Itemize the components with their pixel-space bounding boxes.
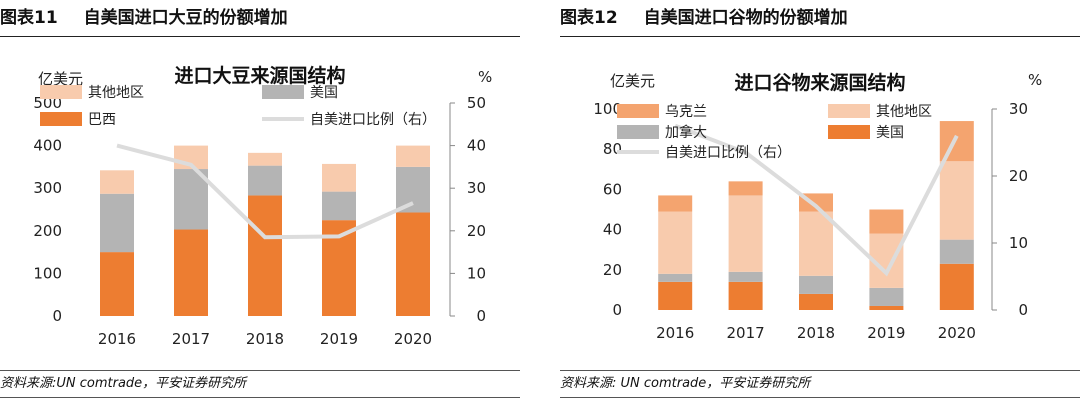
figure-title-bar: 图表11 自美国进口大豆的份额增加 [0, 0, 520, 37]
x-tick-label: 2020 [394, 330, 432, 348]
y-tick-right: 50 [467, 94, 486, 112]
figure-number: 图表12 [560, 8, 618, 28]
y-tick-right: 10 [1009, 234, 1028, 252]
legend-swatch [40, 112, 82, 126]
legend-swatch [617, 125, 659, 139]
chart-panel-grain: 图表12 自美国进口谷物的份额增加 0 20 40 60 80 100 0 10 20 30 201… [560, 0, 1080, 406]
legend-label: 其他地区 [876, 104, 932, 120]
legend-swatch [828, 125, 870, 139]
legend-label: 其他地区 [88, 85, 144, 101]
bar-segment [728, 181, 763, 196]
x-tick-label: 2016 [656, 324, 694, 342]
bar-segment [396, 212, 430, 316]
legend-label: 巴西 [88, 112, 116, 128]
y-tick-left: 100 [593, 100, 622, 118]
y-tick-left: 60 [603, 180, 622, 198]
bar-segment [939, 263, 974, 310]
y-tick-right: 20 [1009, 167, 1028, 185]
bar-segment [100, 170, 134, 194]
bar-segment [396, 145, 430, 167]
legend-label: 美国 [310, 85, 338, 101]
bar-segment [174, 229, 208, 316]
y-tick-left: 40 [603, 221, 622, 239]
x-tick-label: 2016 [98, 330, 136, 348]
source-note: 资料来源:UN comtrade，平安证券研究所 [0, 370, 520, 398]
figure-title: 自美国进口大豆的份额增加 [83, 8, 288, 28]
y-tick-right: 10 [467, 264, 486, 282]
share-line [674, 123, 959, 277]
bar-segment [396, 166, 430, 213]
bar-segment [100, 252, 134, 316]
bar-segment [174, 169, 208, 230]
legend-swatch [828, 104, 870, 118]
y-tick-left: 100 [33, 264, 62, 282]
bar-segment [658, 281, 693, 310]
y-tick-left: 0 [52, 307, 62, 325]
y-tick-left: 300 [33, 179, 62, 197]
x-tick-label: 2020 [938, 324, 976, 342]
y-axis-label-right: % [1028, 71, 1042, 89]
chart-title: 进口大豆来源国结构 [174, 64, 345, 87]
figure-number: 图表11 [0, 8, 58, 28]
bar-segment [799, 211, 833, 276]
figure-title-bar: 图表12 自美国进口谷物的份额增加 [560, 0, 1080, 37]
y-tick-right: 20 [467, 222, 486, 240]
y-tick-left: 0 [612, 301, 622, 319]
x-tick-label: 2019 [320, 330, 358, 348]
y-tick-left: 400 [33, 137, 62, 155]
legend-swatch [40, 85, 82, 99]
bar-segment [799, 275, 833, 294]
bar-segment [100, 193, 134, 253]
chart-title: 进口谷物来源国结构 [734, 71, 905, 94]
y-axis-label-left: 亿美元 [38, 70, 83, 88]
y-tick-right: 30 [467, 179, 486, 197]
y-tick-left: 20 [603, 261, 622, 279]
legend-label: 加拿大 [665, 124, 707, 141]
x-tick-label: 2017 [727, 324, 765, 342]
bar-segment [799, 293, 833, 310]
x-tick-label: 2018 [246, 330, 284, 348]
bar-segment [869, 209, 904, 234]
bar-segment [322, 163, 356, 192]
bar-segment [658, 211, 693, 274]
x-tick-label: 2017 [172, 330, 210, 348]
y-tick-right: 40 [467, 137, 486, 155]
y-axis-label-right: % [478, 68, 492, 86]
y-tick-right: 30 [1009, 100, 1028, 118]
bar-segment [248, 165, 282, 196]
legend-label: 自美进口比例（右） [665, 145, 791, 161]
legend-label: 乌克兰 [665, 104, 707, 120]
bar-segment [869, 287, 904, 306]
bar-segment [939, 161, 974, 240]
y-tick-left: 80 [603, 140, 622, 158]
y-tick-right: 0 [476, 307, 486, 325]
y-axis-label-left: 亿美元 [610, 72, 655, 90]
share-line [116, 143, 414, 240]
bar-segment [939, 239, 974, 264]
legend-label: 自美进口比例（右） [310, 112, 436, 128]
x-tick-label: 2018 [797, 324, 835, 342]
bar-segment [728, 271, 763, 282]
bar-segment [248, 152, 282, 166]
legend-swatch [262, 85, 304, 99]
grain-chart: 0 20 40 60 80 100 0 10 20 30 2016 2017 2018 2019 2020 亿… [593, 71, 1042, 342]
chart-panel-soybean: 图表11 自美国进口大豆的份额增加 0 100 200 300 400 500 0 10 20 3… [0, 0, 520, 406]
figure-title: 自美国进口谷物的份额增加 [643, 8, 848, 28]
bar-segment [322, 191, 356, 221]
legend-label: 美国 [876, 125, 904, 141]
bar-segment [658, 273, 693, 282]
source-note: 资料来源: UN comtrade，平安证券研究所 [560, 370, 1080, 398]
bar-segment [248, 195, 282, 316]
y-tick-left: 200 [33, 222, 62, 240]
bar-segment [728, 195, 763, 272]
x-tick-label: 2019 [867, 324, 905, 342]
y-tick-right: 0 [1018, 301, 1028, 319]
legend-swatch [617, 104, 659, 118]
bar-segment [658, 195, 693, 212]
bar-segment [728, 281, 763, 310]
bar-segment [869, 305, 904, 310]
